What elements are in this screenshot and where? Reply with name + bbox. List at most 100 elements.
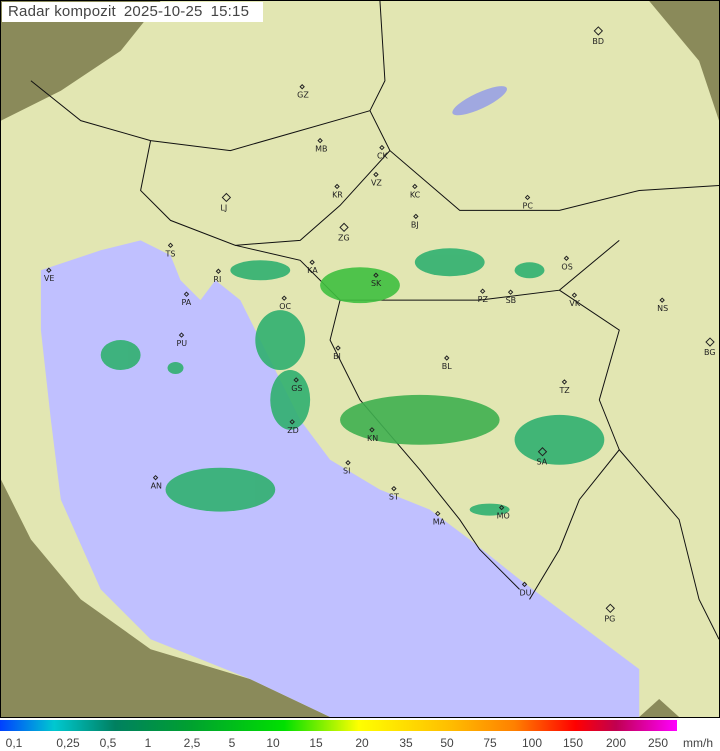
city-marker-icon — [373, 272, 379, 278]
city-label: VE — [44, 274, 55, 283]
city-label: GZ — [297, 91, 309, 100]
city-label: BL — [442, 362, 452, 371]
city-label: ZD — [287, 426, 299, 435]
city-label: ST — [389, 493, 399, 502]
city-label: PG — [604, 614, 615, 623]
legend-ticks: 0,1 0,25 0,5 1 2,5 5 10 15 20 35 50 75 100 150 200 250 m… — [0, 736, 720, 751]
legend-tick: 250 — [647, 736, 669, 750]
title-date: 2025-10-25 — [123, 3, 203, 20]
city-marker-icon — [537, 447, 548, 457]
legend-tick: 20 — [355, 736, 369, 750]
legend-tick: 100 — [521, 736, 543, 750]
borders — [30, 1, 719, 640]
city-label: PZ — [478, 295, 489, 304]
city-label: OS — [561, 262, 572, 271]
city-marker-icon — [444, 355, 450, 361]
city-label: OC — [279, 302, 291, 311]
city-marker-icon — [339, 222, 349, 233]
city-marker-icon — [334, 183, 340, 190]
city-marker-icon — [152, 474, 159, 481]
legend-tick: 0,1 — [5, 736, 23, 750]
city-marker-icon — [561, 379, 568, 385]
city-label: TZ — [558, 386, 570, 395]
city-marker-icon — [412, 183, 418, 190]
city-marker-icon — [215, 268, 222, 274]
legend-tick: 0,5 — [99, 736, 117, 750]
city-label: SK — [371, 279, 382, 288]
city-marker-icon — [571, 292, 578, 298]
city-label: NS — [657, 304, 668, 313]
city-label: GS — [291, 384, 302, 393]
city-label: SB — [506, 296, 517, 305]
sea — [40, 240, 640, 717]
city-label: BD — [592, 37, 604, 46]
legend-tick: 75 — [483, 736, 497, 750]
legend-tick: 2,5 — [183, 736, 201, 750]
city-label: LJ — [220, 203, 227, 212]
legend-tick: 35 — [399, 736, 413, 750]
rain-echoes — [100, 248, 605, 516]
city-marker-icon — [524, 194, 531, 201]
city-label: DU — [520, 588, 532, 597]
city-label: KC — [410, 190, 421, 199]
city-label: BG — [704, 348, 716, 357]
map-title: Radar kompozit 2025-10-25 15:15 — [2, 2, 264, 22]
city-marker-icon — [373, 171, 379, 178]
city-marker-icon — [605, 603, 615, 613]
city-label: SI — [343, 467, 350, 476]
city-label: PA — [181, 298, 191, 307]
legend-tick: 10 — [266, 736, 280, 750]
city-marker-icon — [178, 332, 185, 338]
city-label: MO — [497, 512, 510, 521]
city-marker-icon — [221, 192, 232, 203]
city-label: RI — [213, 275, 221, 284]
legend-tick: 1 — [144, 736, 152, 750]
legend-tick: 200 — [605, 736, 627, 750]
city-label: TS — [165, 249, 176, 258]
legend-unit: mm/h — [683, 736, 713, 750]
legend-tick: 5 — [228, 736, 236, 750]
city-label: VK — [569, 299, 580, 308]
city-label: CK — [377, 152, 389, 161]
title-label: Radar kompozit — [8, 3, 116, 20]
city-marker-icon — [369, 427, 375, 433]
legend-tick: 150 — [562, 736, 584, 750]
city-label: ZG — [338, 233, 350, 242]
city-marker-icon — [498, 504, 505, 511]
legend-color-bar — [0, 720, 677, 731]
city-label: VZ — [371, 178, 382, 187]
city-marker-icon — [345, 460, 351, 466]
radar-map: BD GZ MB CK VZ KR KC PC LJ BJ ZG TS VE RI KA SK OS PA PZ SB… — [0, 0, 720, 718]
city-label: SA — [537, 458, 548, 467]
city-marker-icon — [705, 337, 715, 347]
city-label: KN — [367, 434, 378, 443]
city-label: KA — [307, 266, 318, 275]
city-marker-icon — [335, 345, 341, 351]
city-marker-icon — [413, 213, 419, 220]
legend-tick: 50 — [440, 736, 454, 750]
city-marker-icon — [183, 291, 190, 297]
legend-tick: 0,25 — [56, 736, 80, 750]
city-marker-icon — [281, 295, 287, 301]
city-label: AN — [151, 482, 162, 491]
city-marker-icon — [391, 485, 397, 492]
city-marker-icon — [299, 84, 305, 90]
city-marker-icon — [521, 581, 528, 588]
city-label: MB — [315, 145, 327, 154]
city-marker-icon — [46, 267, 52, 273]
city-label: PU — [177, 339, 188, 348]
city-label: MA — [433, 518, 446, 527]
city-marker-icon — [379, 144, 385, 151]
city-label: KR — [332, 190, 343, 199]
city-marker-icon — [289, 419, 295, 425]
legend-tick: 15 — [309, 736, 323, 750]
city-marker-icon — [167, 242, 174, 249]
city-marker-icon — [309, 259, 315, 265]
city-marker-icon — [435, 510, 441, 517]
city-label: BI — [333, 352, 341, 361]
city-marker-icon — [317, 137, 323, 144]
city-marker-icon — [293, 377, 299, 383]
city-marker-icon — [479, 288, 486, 294]
city-marker-icon — [659, 297, 665, 303]
lake-balaton — [452, 86, 507, 116]
